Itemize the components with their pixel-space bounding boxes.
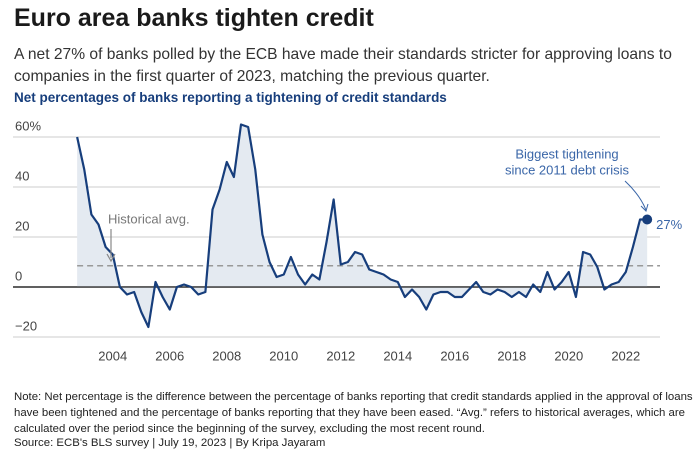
y-tick-label: 40 [15, 168, 29, 183]
end-dot [642, 214, 653, 225]
source: Source: ECB's BLS survey | July 19, 2023… [14, 437, 326, 449]
x-tick-label: 2018 [497, 348, 526, 363]
y-tick-label: 0 [15, 268, 22, 283]
x-tick-label: 2016 [440, 348, 469, 363]
y-tick-label: −20 [15, 318, 37, 333]
y-tick-label: 20 [15, 218, 29, 233]
chart: 60% 40 20 0 −20 2004 2006 2008 2010 2012 2014 2016 2… [13, 118, 683, 363]
x-tick-label: 2008 [212, 348, 241, 363]
x-tick-label: 2006 [155, 348, 184, 363]
title: Euro area banks tighten credit [14, 4, 374, 32]
annotation-arrow [624, 180, 647, 211]
arrow-head [640, 203, 649, 212]
annotation: since 2011 debt crisis [505, 162, 630, 177]
x-tick-label: 2004 [98, 348, 127, 363]
annotation: Historical avg. [108, 211, 190, 226]
annotation: Biggest tightening [515, 146, 618, 161]
x-tick-label: 2022 [611, 348, 640, 363]
note: Note: Net percentage is the difference b… [14, 391, 693, 435]
arrow-head [106, 253, 116, 263]
line [76, 123, 648, 329]
x-tick-label: 2012 [326, 348, 355, 363]
area [77, 124, 648, 327]
x-tick-label: 2020 [554, 348, 583, 363]
x-tick-label: 2010 [269, 348, 298, 363]
chart-title: Net percentages of banks reporting a tig… [14, 90, 447, 105]
value-label: 27% [656, 217, 682, 232]
y-tick-label: 60% [15, 118, 41, 133]
x-tick-label: 2014 [383, 348, 412, 363]
subtitle: A net 27% of banks polled by the ECB hav… [14, 46, 672, 85]
